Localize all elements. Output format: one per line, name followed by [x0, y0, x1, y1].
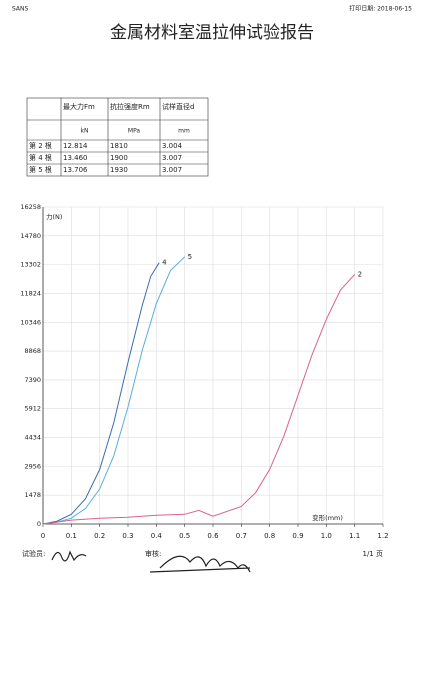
- x-tick-label: 0.7: [236, 532, 247, 540]
- x-tick-label: 0.9: [292, 532, 303, 540]
- print-date: 打印日期: 2018-06-15: [349, 5, 412, 13]
- column-header: 试样直径d: [162, 102, 194, 111]
- x-tick-label: 0.2: [94, 532, 105, 540]
- y-tick-label: 10346: [20, 318, 41, 326]
- y-tick-label: 14780: [20, 232, 41, 240]
- x-tick-label: 1.2: [377, 532, 388, 540]
- series-line: [42, 274, 356, 525]
- y-tick-label: 8868: [24, 347, 41, 355]
- table-cell: 1900: [110, 154, 128, 162]
- table-cell: 3.004: [162, 142, 183, 150]
- x-tick-label: 0.5: [179, 532, 190, 540]
- table-cell: 1930: [110, 166, 128, 174]
- tester-label: 试验员:: [22, 549, 45, 558]
- column-header: 最大力Fm: [63, 102, 95, 111]
- series-label: 2: [358, 270, 362, 278]
- x-tick-label: 1.0: [321, 532, 332, 540]
- row-label: 第 2 根: [29, 141, 52, 150]
- signature: [149, 555, 251, 573]
- x-tick-label: 0.3: [122, 532, 133, 540]
- y-tick-label: 1478: [24, 491, 41, 499]
- x-tick-label: 0.1: [66, 532, 77, 540]
- table-cell: 3.007: [162, 154, 182, 162]
- y-tick-label: 4434: [24, 434, 41, 442]
- x-axis-label: 变形(mm): [312, 513, 343, 522]
- column-unit: MPa: [128, 128, 141, 135]
- series-label: 5: [188, 253, 192, 261]
- row-label: 第 5 根: [29, 165, 52, 174]
- series-line: [42, 256, 186, 525]
- column-header: 抗拉强度Rm: [110, 102, 150, 111]
- table-cell: 1810: [110, 142, 128, 150]
- table-cell: 13.706: [63, 166, 88, 174]
- y-tick-label: 7390: [24, 376, 41, 384]
- x-tick-label: 0: [41, 532, 45, 540]
- header-left: SANS: [12, 6, 29, 13]
- y-tick-label: 16258: [20, 203, 41, 211]
- x-tick-label: 0.4: [151, 532, 163, 540]
- page-number: 1/1 页: [363, 550, 384, 558]
- reviewer-label: 审核:: [145, 549, 161, 558]
- table-border: [26, 97, 209, 177]
- x-tick-label: 1.1: [349, 532, 360, 540]
- y-tick-label: 0: [37, 520, 41, 528]
- series-line: [42, 262, 160, 525]
- y-axis-label: 力(N): [46, 212, 62, 221]
- table-cell: 12.814: [63, 142, 88, 150]
- y-tick-label: 13302: [20, 261, 41, 269]
- y-tick-label: 2956: [24, 462, 41, 470]
- title: 金属材料室温拉伸试验报告: [110, 23, 314, 43]
- table-cell: 3.007: [162, 166, 182, 174]
- series-label: 4: [162, 259, 167, 267]
- x-tick-label: 0.8: [264, 532, 275, 540]
- table-cell: 13.460: [63, 154, 88, 162]
- y-tick-label: 5912: [24, 405, 41, 413]
- column-unit: kN: [81, 128, 89, 135]
- y-tick-label: 11824: [20, 289, 41, 297]
- row-label: 第 4 根: [29, 153, 52, 162]
- x-tick-label: 0.6: [207, 532, 219, 540]
- signature: [51, 550, 87, 562]
- column-unit: mm: [178, 128, 190, 135]
